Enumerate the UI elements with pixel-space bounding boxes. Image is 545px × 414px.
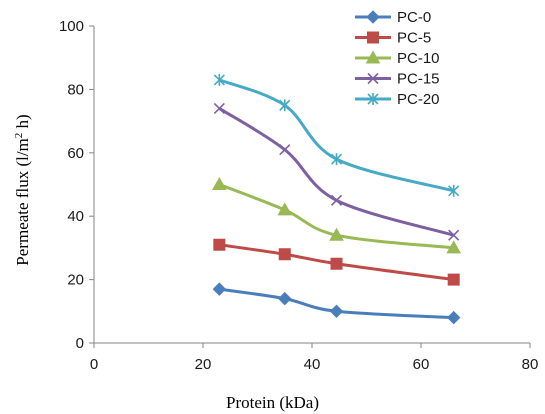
series-pc-20 <box>213 73 460 197</box>
legend-marker <box>367 93 379 105</box>
legend-marker <box>365 50 381 64</box>
data-point <box>211 176 227 190</box>
x-marker-stroke <box>213 102 225 114</box>
x-axis-title: Protein (kDa) <box>225 393 319 412</box>
legend-label: PC-0 <box>397 9 431 26</box>
series-line <box>219 287 454 320</box>
tick-labels: 0 20 40 60 80 100 0 20 40 60 80 <box>59 18 538 373</box>
data-point <box>446 240 462 254</box>
data-point <box>279 144 291 156</box>
data-point <box>330 194 343 206</box>
series-line <box>218 183 454 250</box>
legend-marker <box>367 31 379 44</box>
data-point <box>213 73 225 86</box>
series-pc-15 <box>213 102 460 241</box>
series-line <box>218 107 455 237</box>
data-point <box>448 184 460 197</box>
legend: PC-0 PC-5 PC-10 PC-15 PC-20 <box>355 9 440 108</box>
data-point <box>213 102 225 114</box>
data-point <box>448 229 460 241</box>
series-pc-10 <box>211 176 462 254</box>
legend-marker <box>366 10 380 24</box>
legend-item: PC-10 <box>355 50 440 67</box>
series-pc-0 <box>212 282 461 325</box>
x-tick-label: 40 <box>304 356 321 373</box>
data-point <box>212 282 227 296</box>
series-line <box>218 78 455 193</box>
x-tick-label: 20 <box>195 356 212 373</box>
data-point <box>330 257 343 270</box>
y-tick-label: 0 <box>76 335 84 352</box>
y-tick-label: 100 <box>59 18 84 35</box>
axes <box>89 25 531 348</box>
legend-item: PC-20 <box>355 91 440 108</box>
data-point <box>213 238 226 251</box>
data-point <box>279 99 291 112</box>
y-tick-label: 20 <box>67 272 84 289</box>
legend-label: PC-15 <box>397 71 440 88</box>
y-axis-title-superscript: 2 <box>13 133 25 139</box>
legend-label: PC-10 <box>397 50 440 67</box>
data-point <box>278 248 291 261</box>
y-tick-label: 60 <box>67 145 84 162</box>
x-tick-label: 80 <box>522 356 539 373</box>
x-tick-label: 60 <box>413 356 430 373</box>
legend-label: PC-20 <box>397 91 440 108</box>
data-point <box>278 291 292 306</box>
legend-marker <box>367 72 379 85</box>
x-marker-stroke <box>448 229 460 241</box>
data-point <box>446 310 461 325</box>
data-point <box>329 227 344 241</box>
series-group <box>211 73 462 325</box>
x-marker-stroke <box>367 72 379 85</box>
x-marker-stroke <box>279 144 291 156</box>
data-point <box>277 202 293 216</box>
legend-item: PC-0 <box>355 9 431 26</box>
x-marker-stroke <box>330 194 343 206</box>
data-point <box>447 273 460 286</box>
y-axis-title: Permeate flux (l/m2 h) <box>13 114 32 265</box>
data-point <box>330 153 343 166</box>
data-point <box>329 304 344 319</box>
y-tick-label: 40 <box>67 208 84 225</box>
y-tick-label: 80 <box>67 81 84 98</box>
series-line <box>219 243 454 282</box>
legend-label: PC-5 <box>397 30 431 47</box>
x-tick-label: 0 <box>90 356 98 373</box>
legend-item: PC-5 <box>355 30 431 47</box>
series-pc-5 <box>213 238 460 286</box>
legend-item: PC-15 <box>355 71 440 88</box>
